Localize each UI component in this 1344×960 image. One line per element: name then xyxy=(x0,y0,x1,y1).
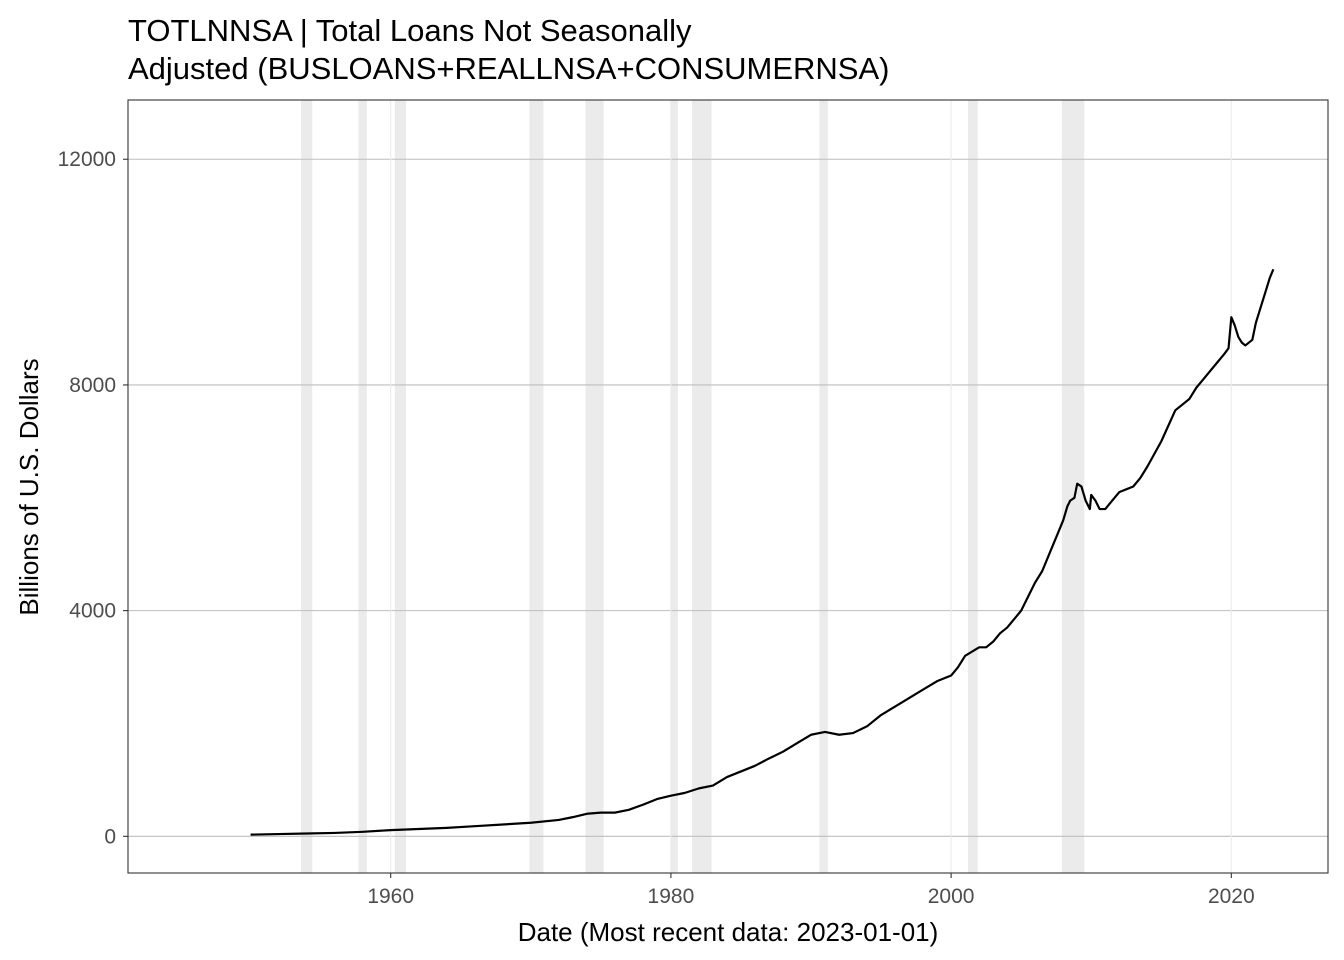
recession-band-0 xyxy=(301,100,313,873)
recession-band-1 xyxy=(358,100,367,873)
y-tick-label: 12000 xyxy=(58,148,116,171)
series-layer xyxy=(250,268,1275,836)
recession-band-7 xyxy=(819,100,828,873)
y-tick-label: 4000 xyxy=(69,600,116,623)
x-tick-label: 1980 xyxy=(648,885,695,908)
recession-band-4 xyxy=(585,100,604,873)
recession-band-6 xyxy=(691,100,712,873)
chart-title-line-1: TOTLNNSA | Total Loans Not Seasonally xyxy=(128,13,692,48)
recession-band-8 xyxy=(967,100,978,873)
y-tick-label: 0 xyxy=(104,825,116,848)
plot-panel xyxy=(128,100,1328,873)
recession-band-5 xyxy=(670,100,678,873)
recession-band-9 xyxy=(1061,100,1085,873)
axes: 0 4000 8000 12000 1960 1980 2000 2020 xyxy=(58,148,1255,908)
series-line-0 xyxy=(250,268,1275,836)
x-tick-label: 1960 xyxy=(367,885,414,908)
plot-border xyxy=(127,99,1329,874)
recession-band-2 xyxy=(394,100,407,873)
y-axis-title: Billions of U.S. Dollars xyxy=(14,358,44,615)
recession-bands xyxy=(301,100,1085,873)
x-tick-label: 2020 xyxy=(1208,885,1255,908)
recession-band-3 xyxy=(529,100,544,873)
grid-lines xyxy=(128,100,1328,873)
x-tick-label: 2000 xyxy=(928,885,975,908)
x-axis-title: Date (Most recent data: 2023-01-01) xyxy=(518,917,939,947)
chart-title-line-2: Adjusted (BUSLOANS+REALLNSA+CONSUMERNSA) xyxy=(128,51,889,86)
y-tick-label: 8000 xyxy=(69,374,116,397)
